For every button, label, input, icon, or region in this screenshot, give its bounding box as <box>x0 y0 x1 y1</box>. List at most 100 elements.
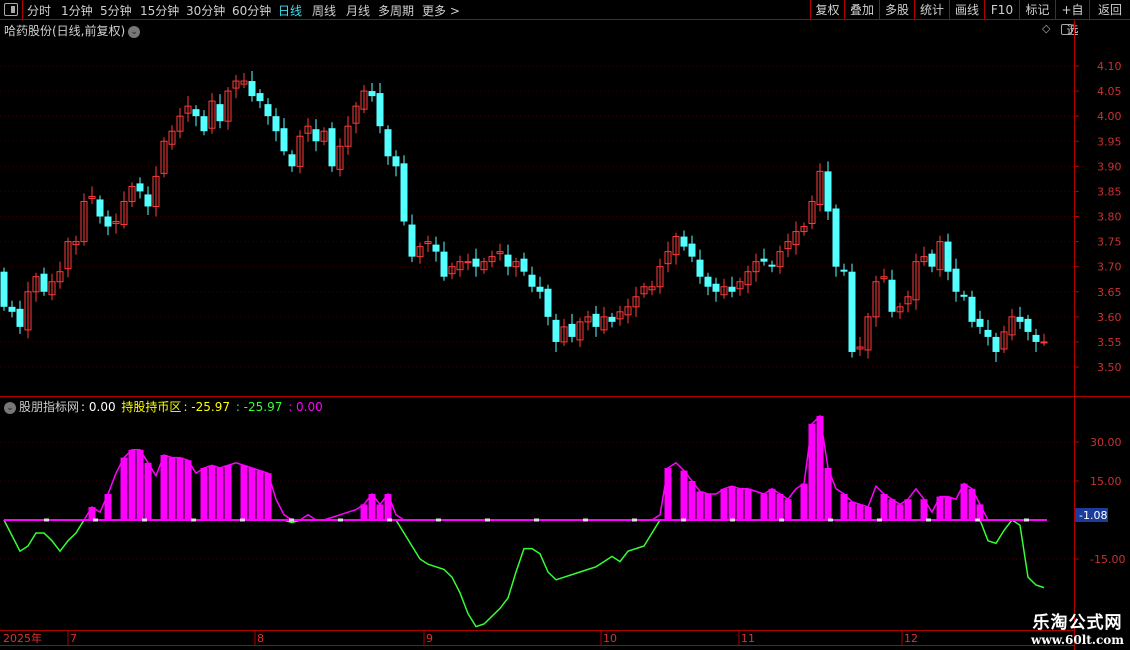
zero-marker <box>240 518 245 522</box>
indicator-bar <box>368 494 376 520</box>
indicator-bar <box>376 504 384 520</box>
period-tab[interactable]: 15分钟 <box>140 4 180 18</box>
indicator-bar <box>784 499 792 520</box>
toolbar-button[interactable]: 标记 <box>1019 0 1055 20</box>
period-tab[interactable]: 60分钟 <box>232 4 272 18</box>
zero-marker <box>1024 518 1029 522</box>
candle-body <box>968 296 976 322</box>
price-tick-label: 3.95 <box>1097 135 1122 148</box>
indicator-tick-label: -15.00 <box>1090 553 1125 566</box>
toolbar-button[interactable]: 复权 <box>810 0 844 20</box>
indicator-bar <box>240 465 248 520</box>
toolbar-button[interactable]: 画线 <box>949 0 984 20</box>
candle-body <box>448 266 456 275</box>
candle-body <box>136 183 144 192</box>
zero-marker <box>583 518 588 522</box>
candle-body <box>640 286 648 295</box>
zero-marker <box>387 518 392 522</box>
indicator-bar <box>896 504 904 520</box>
period-tab[interactable]: 月线 <box>346 4 371 18</box>
candle-body <box>792 231 800 246</box>
candle-body <box>24 291 32 331</box>
candle-body <box>96 199 104 217</box>
candle-body <box>832 208 840 267</box>
candle-body <box>528 274 536 287</box>
indicator-title: ⌄ 股朋指标网: 0.00 持股持币区: -25.97 : -25.97 : 0.… <box>4 398 325 415</box>
indicator-bar <box>904 499 912 520</box>
zero-marker <box>975 518 980 522</box>
candles <box>0 71 1048 363</box>
candle-body <box>624 306 632 316</box>
price-tick-label: 4.00 <box>1097 110 1122 123</box>
candle-body <box>16 308 24 327</box>
zero-marker <box>779 518 784 522</box>
period-tab[interactable]: 1分钟 <box>61 4 93 18</box>
candle-body <box>976 318 984 327</box>
candle-body <box>816 170 824 205</box>
candle-body <box>480 261 488 271</box>
toolbar-button[interactable]: 返回 <box>1089 0 1130 20</box>
candle-body <box>960 294 968 297</box>
candle-body <box>552 319 560 342</box>
candle-body <box>176 115 184 132</box>
candle-body <box>672 236 680 256</box>
zero-marker <box>142 518 147 522</box>
toolbar-button[interactable]: +自选 <box>1055 0 1089 37</box>
indicator-bar <box>680 470 688 520</box>
diamond-icon[interactable]: ◇ <box>1042 22 1051 35</box>
toolbar-button[interactable]: F10 <box>984 0 1019 20</box>
indicator-bar <box>160 455 168 520</box>
candle-body <box>744 271 752 286</box>
panel-toggle-icon[interactable] <box>1061 24 1072 35</box>
candle-body <box>336 145 344 170</box>
indicator-bar <box>880 494 888 520</box>
indicator-bar <box>936 496 944 520</box>
panel-toggle-icon[interactable] <box>4 3 18 16</box>
candle-body <box>984 329 992 337</box>
candle-body <box>8 306 16 312</box>
watermark-line1: 乐淘公式网 <box>1032 613 1123 633</box>
candle-body <box>360 90 368 110</box>
period-tab[interactable]: 30分钟 <box>186 4 226 18</box>
zero-marker <box>44 518 49 522</box>
period-tab[interactable]: 周线 <box>312 4 337 18</box>
indicator-tick-label: 15.00 <box>1090 475 1122 488</box>
candle-body <box>824 171 832 212</box>
indicator-bar <box>128 449 136 520</box>
toolbar-button[interactable]: 多股 <box>879 0 914 20</box>
zero-marker <box>926 518 931 522</box>
period-tab[interactable]: 多周期 <box>378 4 415 18</box>
candle-body <box>368 91 376 97</box>
indicator-label: 持股持币区 <box>121 400 182 414</box>
period-tab[interactable]: 分时 <box>27 4 52 18</box>
period-tab[interactable]: 更多 > <box>422 4 460 18</box>
chevron-down-icon[interactable]: ⌄ <box>4 401 16 414</box>
candle-body <box>520 258 528 272</box>
candle-body <box>1032 334 1040 342</box>
period-tab[interactable]: 5分钟 <box>100 4 132 18</box>
period-tab[interactable]: 日线 <box>278 4 303 18</box>
candle-body <box>800 226 808 233</box>
candle-body <box>416 246 424 258</box>
zero-marker <box>730 518 735 522</box>
price-tick-label: 3.65 <box>1097 286 1122 299</box>
candle-body <box>864 316 872 351</box>
indicator-bar <box>176 457 184 520</box>
candle-body <box>736 281 744 290</box>
chevron-down-icon[interactable]: ⌄ <box>128 25 141 38</box>
zero-marker <box>632 518 637 522</box>
indicator-bar <box>200 468 208 520</box>
indicator-bar <box>824 468 832 520</box>
candle-body <box>232 80 240 89</box>
zero-marker <box>436 518 441 522</box>
candle-body <box>464 261 472 264</box>
toolbar-button[interactable]: 统计 <box>914 0 949 20</box>
indicator-bar <box>768 488 776 520</box>
indicator-bar <box>264 473 272 520</box>
month-label: 10 <box>603 632 617 645</box>
toolbar-button[interactable]: 叠加 <box>844 0 879 20</box>
candle-body <box>408 224 416 257</box>
candle-body <box>656 266 664 288</box>
indicator-bar <box>848 501 856 520</box>
